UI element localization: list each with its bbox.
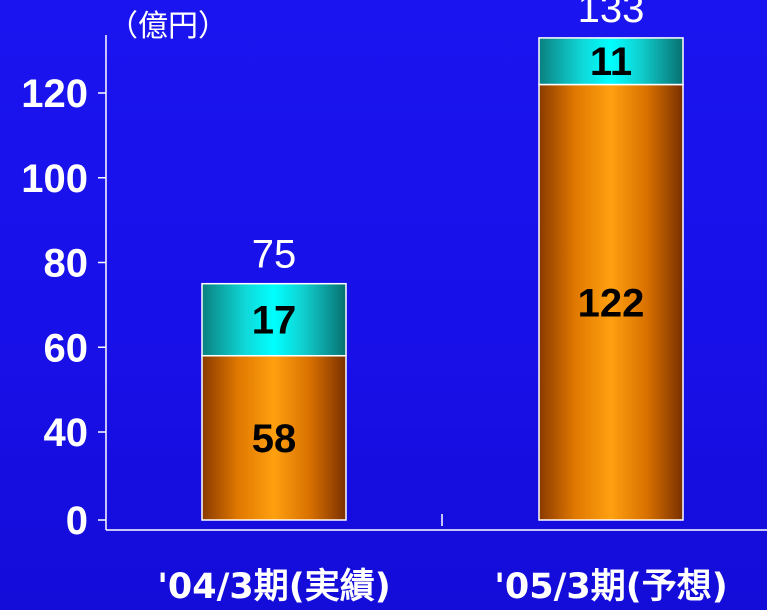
y-tick-label: 60 [44, 326, 89, 370]
bar-segment-upper [538, 37, 684, 86]
bar-segment-value-label: 11 [590, 40, 632, 84]
bar-segment-value-label: 122 [578, 281, 645, 325]
bar-segment-value-label: 58 [252, 417, 297, 461]
x-category-label: '04/3期(実績) [157, 567, 391, 607]
y-tick-label: 40 [44, 411, 89, 455]
bar-segment-value-label: 17 [252, 299, 297, 343]
unit-label: （億円） [108, 9, 228, 44]
y-tick-label: 100 [21, 157, 88, 201]
y-tick-label: 120 [21, 72, 88, 116]
y-tick-label: 80 [44, 242, 89, 286]
bar-total-label: 133 [578, 0, 645, 31]
y-tick-label: 0 [66, 499, 88, 543]
bar-segment-upper [201, 282, 347, 357]
x-category-label: '05/3期(予想) [494, 567, 728, 607]
bar-segment-lower [538, 83, 684, 521]
bar-total-label: 75 [252, 233, 297, 277]
bar-segment-lower [201, 354, 347, 521]
